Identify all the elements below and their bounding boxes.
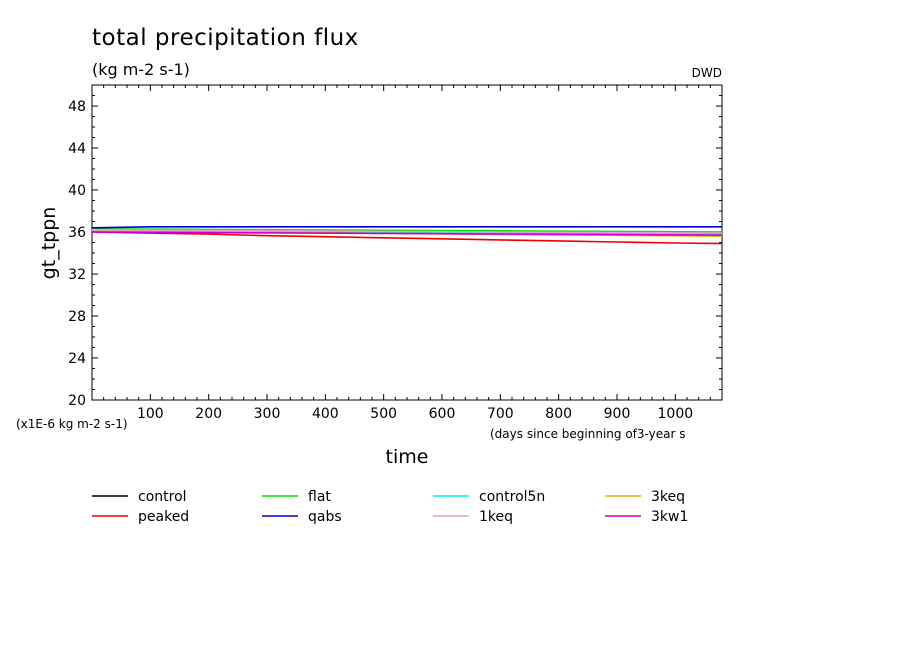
x-tick-label: 200: [195, 406, 222, 422]
x-tick-label: 700: [487, 406, 514, 422]
y-axis-label: gt_tppn: [38, 207, 60, 280]
legend-label-control: control: [138, 489, 187, 505]
x-tick-label: 800: [545, 406, 572, 422]
y-tick-label: 44: [68, 141, 86, 157]
y-scale-note: (x1E-6 kg m-2 s-1): [16, 417, 128, 431]
legend-label-control5n: control5n: [479, 489, 545, 505]
y-tick-label: 20: [68, 393, 86, 409]
x-tick-label: 900: [604, 406, 631, 422]
x-tick-label: 300: [254, 406, 281, 422]
legend-label-3kw1: 3kw1: [651, 509, 688, 525]
series-line-3kw1: [91, 231, 723, 236]
x-tick-label: 400: [312, 406, 339, 422]
y-tick-label: 40: [68, 183, 86, 199]
y-tick-label: 32: [68, 267, 86, 283]
y-tick-label: 48: [68, 99, 86, 115]
legend-label-peaked: peaked: [138, 509, 189, 525]
y-tick-label: 36: [68, 225, 86, 241]
source-label: DWD: [692, 66, 722, 80]
plot-area: 20 24 28 32 36 40 44 48 100 200 300 400 500 600 700 800…: [68, 84, 723, 422]
units-label: (kg m-2 s-1): [92, 60, 190, 79]
x-tick-label: 600: [429, 406, 456, 422]
legend-label-qabs: qabs: [308, 509, 342, 525]
y-tick-label: 24: [68, 351, 86, 367]
x-axis-label: time: [386, 446, 429, 468]
x-tick-label: 100: [137, 406, 164, 422]
series-line-1keq: [91, 229, 723, 234]
legend-label-flat: flat: [308, 489, 331, 505]
x-axis-note: (days since beginning of3-year s: [490, 427, 686, 441]
series-line-peaked: [91, 231, 723, 245]
series-line-qabs: [91, 226, 722, 229]
series-line-flat: [91, 228, 723, 233]
legend: control flat control5n 3keq peaked qabs 1keq 3k…: [92, 489, 688, 525]
y-tick-label: 28: [68, 309, 86, 325]
legend-label-1keq: 1keq: [479, 509, 513, 525]
legend-label-3keq: 3keq: [651, 489, 685, 505]
x-tick-label: 1000: [658, 406, 694, 422]
chart-title: total precipitation flux: [92, 25, 359, 51]
x-tick-label: 500: [370, 406, 397, 422]
